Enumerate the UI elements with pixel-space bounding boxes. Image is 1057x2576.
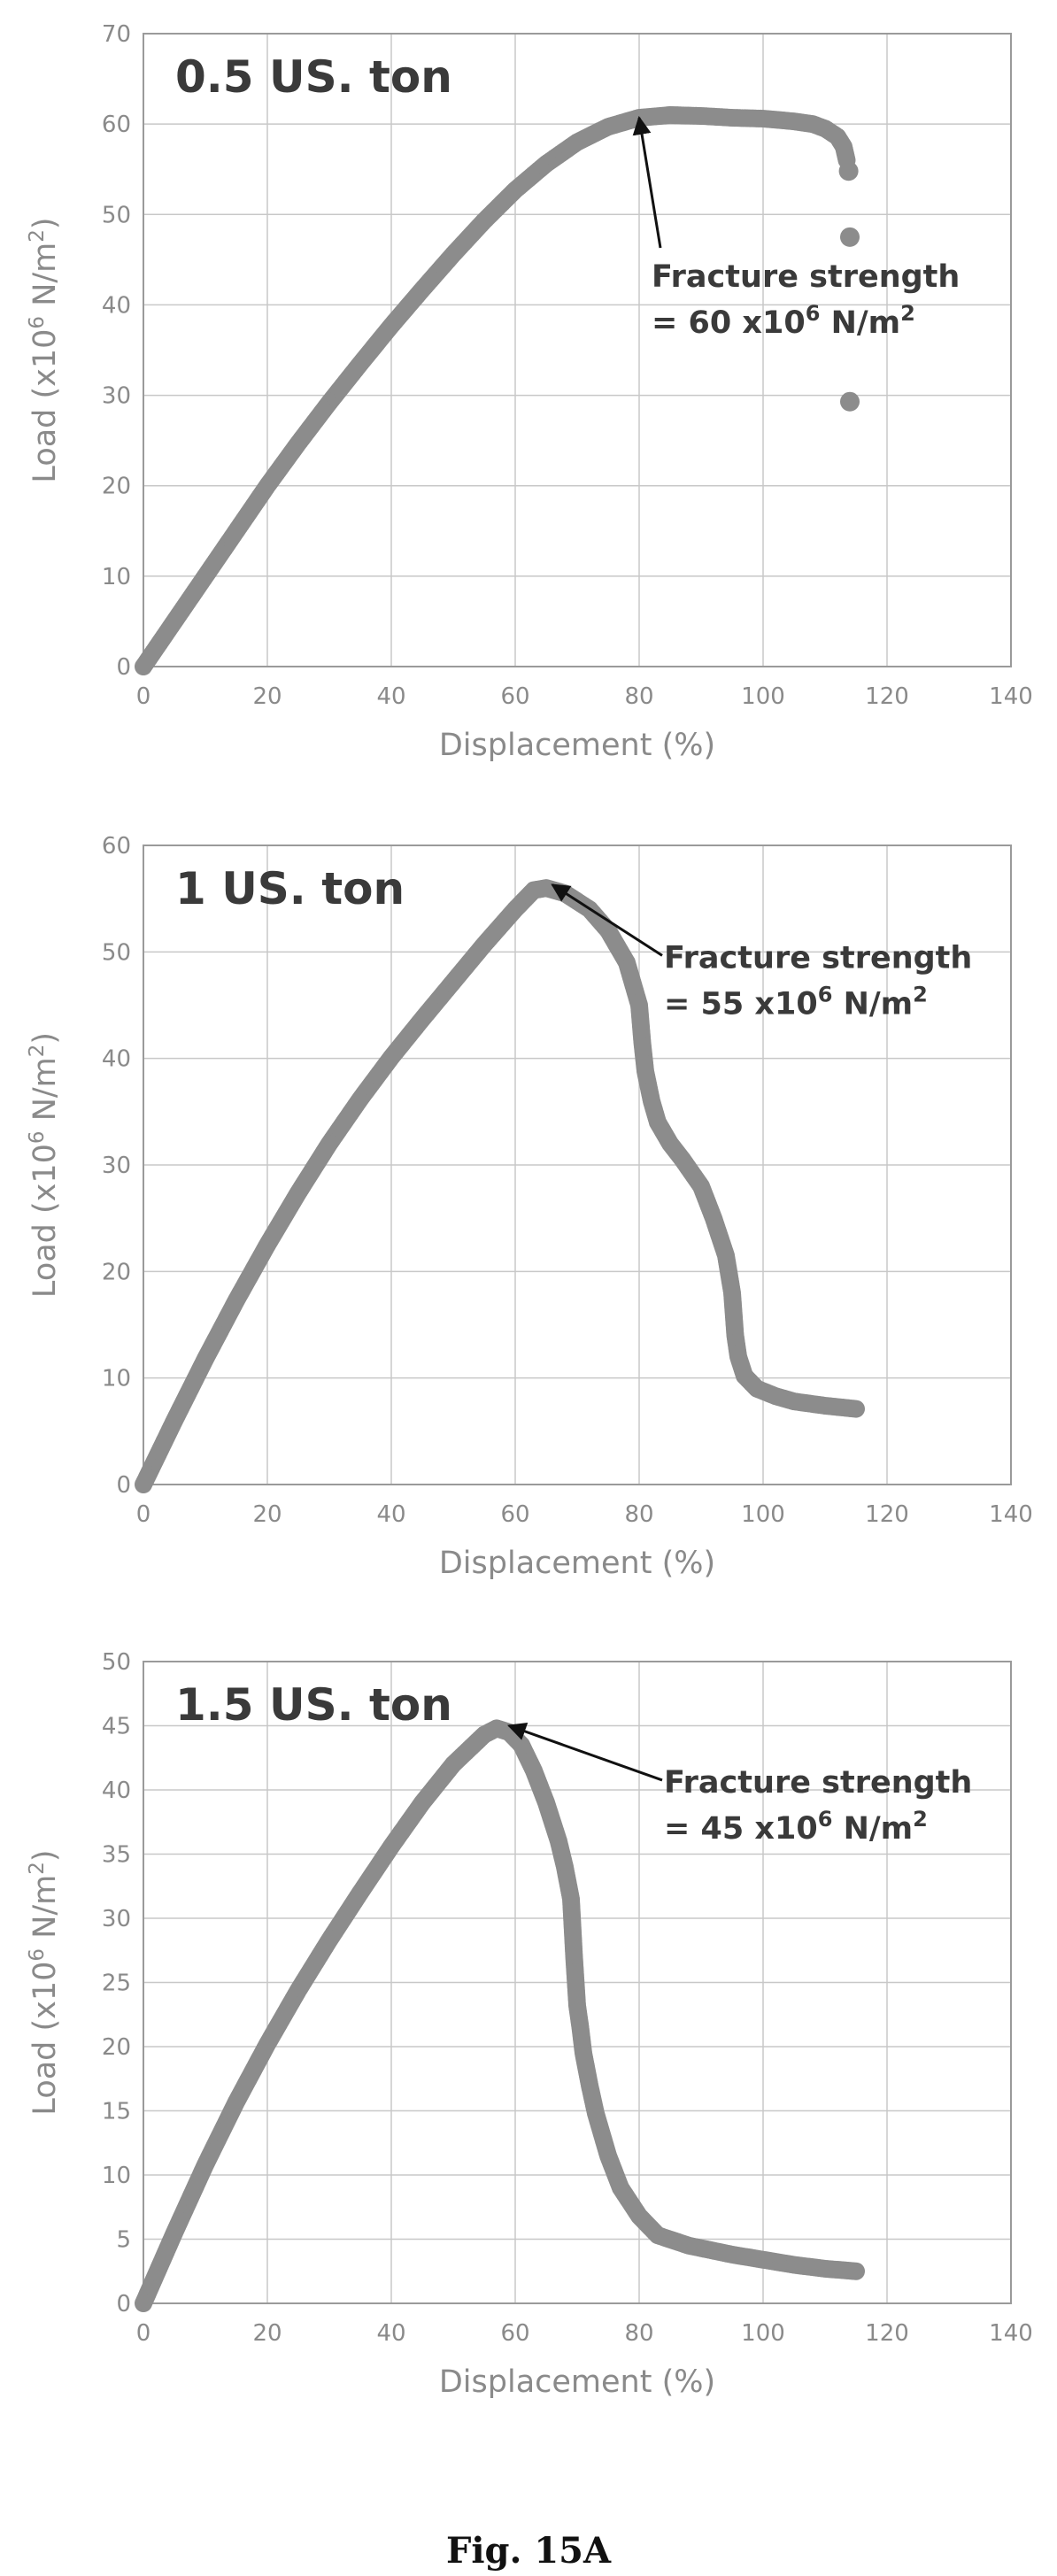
x-tick-label: 20 bbox=[252, 683, 282, 710]
y-tick-label: 40 bbox=[102, 1046, 131, 1073]
y-axis-label: Load (x106 N/m2) bbox=[26, 217, 63, 482]
annotation-line-2: = 55 x106 N/m2 bbox=[664, 982, 928, 1022]
x-tick-label: 40 bbox=[376, 683, 405, 710]
plot-area-frame bbox=[143, 1661, 1012, 2304]
x-tick-label: 120 bbox=[865, 683, 909, 710]
panel-title: 0.5 US. ton bbox=[175, 51, 452, 103]
plot-area-frame bbox=[143, 33, 1012, 667]
data-series bbox=[135, 105, 860, 675]
data-series bbox=[135, 1719, 865, 2312]
x-tick-label: 60 bbox=[500, 1501, 529, 1528]
x-tick-label: 140 bbox=[989, 2320, 1033, 2347]
y-tick-label: 60 bbox=[102, 833, 131, 860]
annotation-line-2: = 60 x106 N/m2 bbox=[652, 301, 915, 341]
y-tick-label: 10 bbox=[102, 564, 131, 590]
y-tick-label: 70 bbox=[102, 21, 131, 48]
x-tick-label: 20 bbox=[252, 2320, 282, 2347]
y-tick-label: 50 bbox=[102, 1649, 131, 1676]
y-tick-label: 30 bbox=[102, 383, 131, 410]
annotation-line-1: Fracture strength bbox=[664, 1765, 972, 1801]
y-tick-label: 60 bbox=[102, 112, 131, 138]
x-tick-label: 80 bbox=[624, 1501, 653, 1528]
y-tick-label: 40 bbox=[102, 292, 131, 319]
y-tick-label: 0 bbox=[116, 1472, 131, 1499]
data-point-outlier bbox=[840, 227, 860, 247]
data-series bbox=[135, 879, 865, 1493]
y-tick-label: 50 bbox=[102, 202, 131, 228]
y-tick-label: 10 bbox=[102, 1366, 131, 1392]
x-tick-label: 100 bbox=[741, 683, 785, 710]
x-tick-label: 100 bbox=[741, 1501, 785, 1528]
panel-1: 0 20 40 60 80 100 120 140 0 10 20 30 40 50 60 70 Displac… bbox=[26, 21, 1033, 763]
panel-title: 1.5 US. ton bbox=[175, 1679, 452, 1731]
x-axis-label: Displacement (%) bbox=[439, 2364, 715, 2400]
panel-3: 0 20 40 60 80 100 120 140 0 5 10 15 20 25 30 35 40 45 50 Di… bbox=[26, 1649, 1033, 2400]
panel-title: 1 US. ton bbox=[175, 863, 405, 914]
y-tick-label: 50 bbox=[102, 939, 131, 966]
y-tick-label: 20 bbox=[102, 1259, 131, 1285]
data-point bbox=[847, 1400, 865, 1418]
x-tick-label: 140 bbox=[989, 1501, 1033, 1528]
data-point-outlier bbox=[840, 391, 860, 412]
x-tick-label: 60 bbox=[500, 683, 529, 710]
annotation-arrow bbox=[632, 115, 662, 249]
annotation-line-1: Fracture strength bbox=[652, 259, 960, 295]
x-tick-label: 40 bbox=[376, 2320, 405, 2347]
y-axis-label: Load (x106 N/m2) bbox=[26, 1032, 63, 1298]
y-tick-label: 40 bbox=[102, 1778, 131, 1804]
y-tick-label: 30 bbox=[102, 1153, 131, 1179]
annotation-arrow bbox=[507, 1722, 663, 1782]
y-tick-label: 15 bbox=[102, 2099, 131, 2125]
y-tick-label: 20 bbox=[102, 2034, 131, 2061]
y-tick-label: 35 bbox=[102, 1842, 131, 1869]
x-tick-label: 100 bbox=[741, 2320, 785, 2347]
x-tick-label: 0 bbox=[136, 1501, 151, 1528]
annotation-line-1: Fracture strength bbox=[664, 940, 972, 976]
x-tick-label: 120 bbox=[865, 1501, 909, 1528]
plot-area-frame bbox=[143, 845, 1012, 1485]
x-axis-label: Displacement (%) bbox=[439, 1546, 715, 1581]
y-tick-label: 10 bbox=[102, 2163, 131, 2189]
y-tick-label: 45 bbox=[102, 1714, 131, 1740]
y-axis-label: Load (x106 N/m2) bbox=[26, 1849, 63, 2115]
x-tick-label: 60 bbox=[500, 2320, 529, 2347]
y-tick-label: 25 bbox=[102, 1971, 131, 1997]
y-tick-label: 0 bbox=[116, 2291, 131, 2318]
y-tick-label: 20 bbox=[102, 474, 131, 500]
data-point bbox=[847, 2262, 865, 2280]
x-tick-label: 80 bbox=[624, 683, 653, 710]
x-axis-label: Displacement (%) bbox=[439, 728, 715, 763]
y-tick-label: 0 bbox=[116, 654, 131, 681]
y-tick-label: 30 bbox=[102, 1906, 131, 1932]
x-tick-label: 0 bbox=[136, 2320, 151, 2347]
x-tick-label: 120 bbox=[865, 2320, 909, 2347]
annotation-arrow bbox=[551, 883, 663, 957]
x-tick-label: 20 bbox=[252, 1501, 282, 1528]
annotation-line-2: = 45 x106 N/m2 bbox=[664, 1807, 928, 1847]
x-tick-label: 40 bbox=[376, 1501, 405, 1528]
data-point-outlier bbox=[838, 161, 859, 181]
y-tick-label: 5 bbox=[116, 2227, 131, 2254]
x-tick-label: 80 bbox=[624, 2320, 653, 2347]
panel-2: 0 20 40 60 80 100 120 140 0 10 20 30 40 50 60 Displacem… bbox=[26, 833, 1033, 1581]
x-tick-label: 140 bbox=[989, 683, 1033, 710]
x-tick-label: 0 bbox=[136, 683, 151, 710]
figure-caption: Fig. 15A bbox=[446, 2530, 612, 2572]
